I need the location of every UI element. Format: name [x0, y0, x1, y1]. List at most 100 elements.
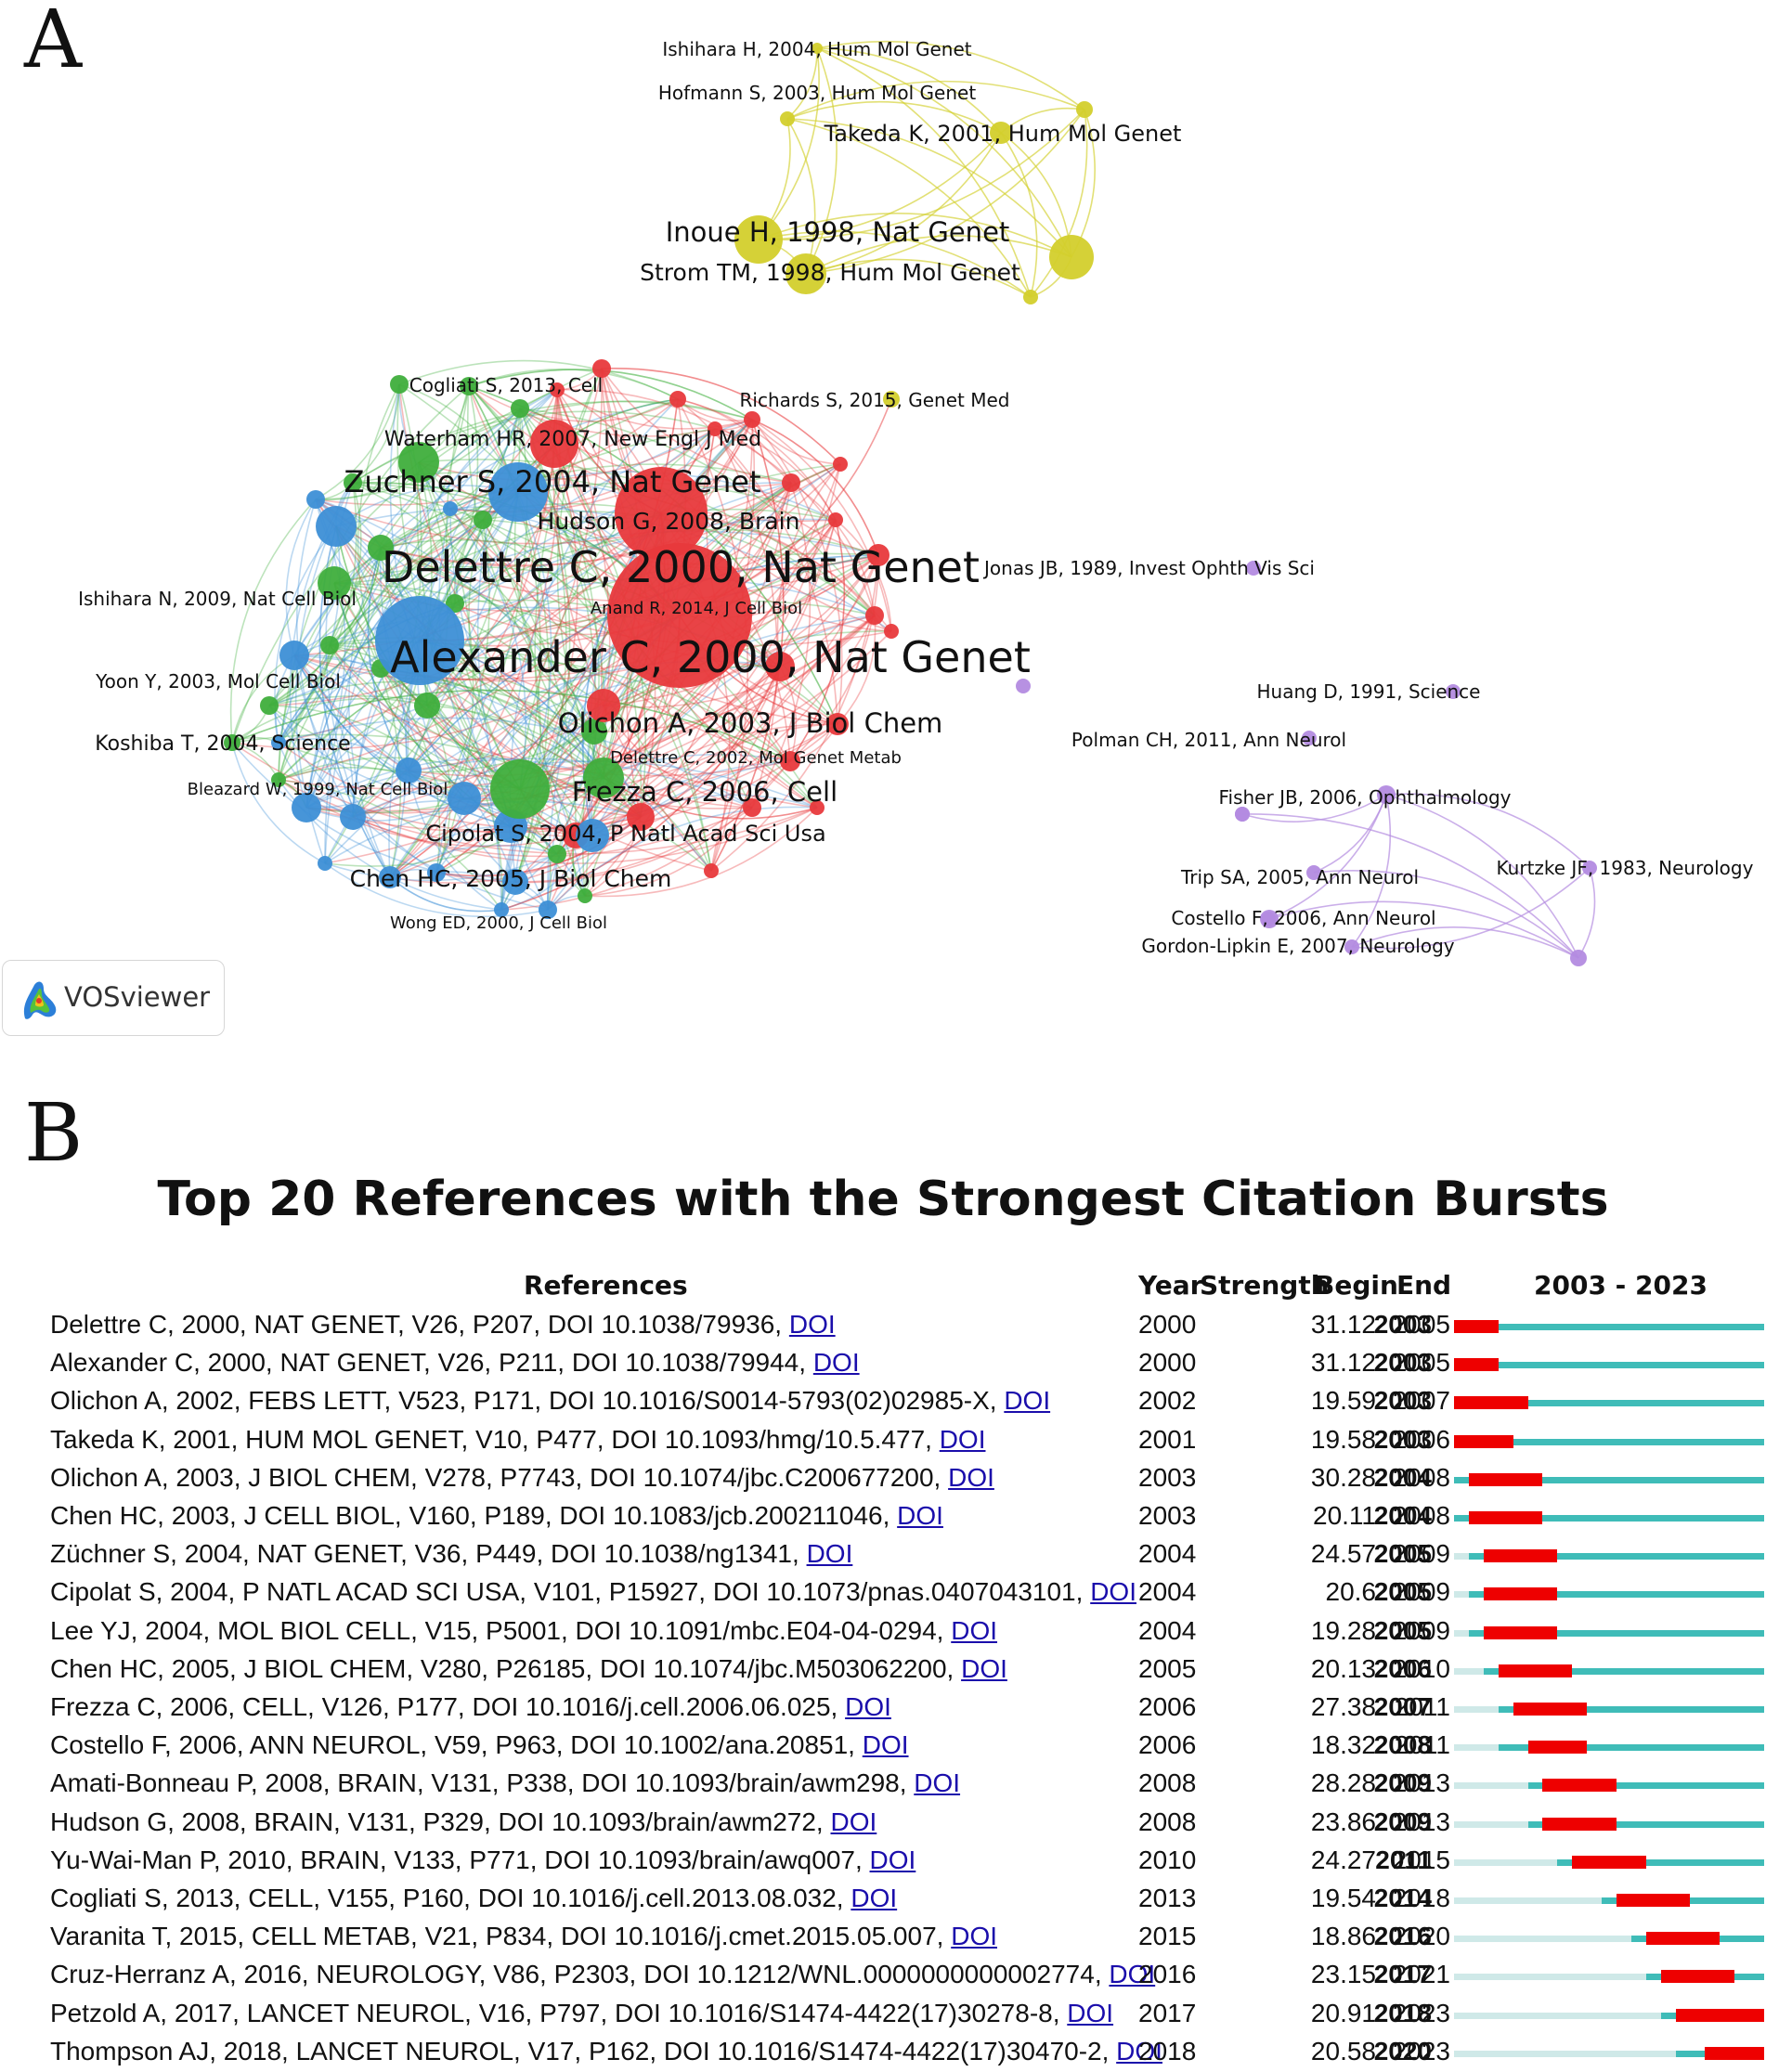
- network-node-green[interactable]: [224, 734, 240, 751]
- network-node-purple[interactable]: [1246, 561, 1261, 576]
- doi-link[interactable]: DOI: [1067, 1998, 1114, 2027]
- network-node-red[interactable]: [782, 473, 800, 492]
- doi-link[interactable]: DOI: [951, 1922, 997, 1951]
- network-node-yellow[interactable]: [786, 253, 826, 294]
- doi-link[interactable]: DOI: [951, 1615, 998, 1645]
- network-node-yellow[interactable]: [1076, 101, 1093, 118]
- network-node-blue[interactable]: [427, 863, 446, 882]
- network-node-green[interactable]: [460, 377, 478, 395]
- network-node-purple[interactable]: [1016, 679, 1031, 693]
- network-node-green[interactable]: [390, 375, 409, 394]
- network-node-blue[interactable]: [292, 793, 321, 822]
- doi-link[interactable]: DOI: [830, 1807, 877, 1836]
- network-node-green[interactable]: [320, 636, 339, 654]
- network-node-red[interactable]: [704, 863, 719, 878]
- network-node-blue[interactable]: [488, 462, 548, 522]
- network-node-blue[interactable]: [306, 490, 325, 509]
- doi-link[interactable]: DOI: [939, 1424, 986, 1454]
- network-node-red[interactable]: [550, 382, 565, 397]
- network-node-green[interactable]: [446, 594, 464, 613]
- doi-link[interactable]: DOI: [1116, 2036, 1162, 2066]
- network-node-blue[interactable]: [539, 900, 557, 919]
- network-node-red[interactable]: [828, 512, 843, 527]
- network-node-red[interactable]: [865, 606, 884, 625]
- network-node-purple[interactable]: [1570, 950, 1587, 966]
- network-node-green[interactable]: [260, 696, 279, 715]
- network-node-green[interactable]: [511, 399, 529, 418]
- doi-link[interactable]: DOI: [1109, 1960, 1156, 1989]
- network-node-blue[interactable]: [443, 501, 458, 516]
- network-node-red[interactable]: [780, 751, 800, 771]
- network-node-red[interactable]: [627, 803, 655, 831]
- network-node-red[interactable]: [826, 713, 849, 735]
- network-node-purple[interactable]: [1582, 861, 1597, 875]
- network-node-red[interactable]: [867, 544, 889, 566]
- network-node-blue[interactable]: [379, 866, 401, 888]
- network-node-red[interactable]: [743, 798, 761, 817]
- network-node-purple[interactable]: [1260, 910, 1279, 928]
- doi-link[interactable]: DOI: [961, 1653, 1007, 1683]
- network-node-green[interactable]: [414, 693, 440, 719]
- doi-link[interactable]: DOI: [806, 1539, 853, 1569]
- doi-link[interactable]: DOI: [845, 1692, 891, 1721]
- network-node-red[interactable]: [833, 457, 848, 472]
- network-node-purple[interactable]: [1235, 807, 1250, 822]
- network-node-red[interactable]: [592, 359, 611, 378]
- network-node-green[interactable]: [318, 566, 351, 600]
- network-node-blue[interactable]: [279, 641, 309, 670]
- network-node-blue[interactable]: [494, 902, 509, 917]
- network-node-yellow[interactable]: [812, 43, 823, 54]
- network-node-blue[interactable]: [448, 782, 481, 815]
- network-node-green[interactable]: [578, 888, 592, 903]
- network-node-red[interactable]: [587, 689, 620, 722]
- network-node-purple[interactable]: [1344, 939, 1359, 954]
- network-node-yellow[interactable]: [1023, 290, 1038, 304]
- network-node-blue[interactable]: [375, 596, 464, 685]
- network-node-yellow[interactable]: [990, 122, 1012, 144]
- network-node-green[interactable]: [398, 442, 439, 483]
- network-node-blue[interactable]: [271, 735, 286, 750]
- doi-link[interactable]: DOI: [862, 1730, 909, 1760]
- network-node-yellow[interactable]: [734, 215, 783, 264]
- network-node-green[interactable]: [548, 845, 566, 863]
- doi-link[interactable]: DOI: [1004, 1386, 1051, 1416]
- network-node-red[interactable]: [607, 543, 752, 688]
- network-node-purple[interactable]: [1446, 684, 1461, 699]
- doi-link[interactable]: DOI: [897, 1501, 943, 1530]
- network-node-purple[interactable]: [1302, 731, 1317, 745]
- network-node-green[interactable]: [271, 772, 286, 787]
- network-node-red[interactable]: [669, 391, 686, 408]
- doi-link[interactable]: DOI: [812, 1348, 860, 1378]
- network-node-green[interactable]: [474, 511, 492, 529]
- timeline-before-segment: [1454, 1744, 1499, 1752]
- network-node-blue[interactable]: [396, 758, 422, 783]
- doi-link[interactable]: DOI: [914, 1768, 961, 1798]
- network-node-purple[interactable]: [1377, 785, 1396, 804]
- network-node-green[interactable]: [583, 758, 624, 798]
- network-node-red[interactable]: [744, 411, 760, 428]
- doi-link[interactable]: DOI: [851, 1884, 898, 1912]
- network-node-yellow[interactable]: [1049, 235, 1094, 279]
- network-node-red[interactable]: [884, 624, 899, 639]
- network-node-yellow[interactable]: [780, 111, 795, 126]
- network-node-yellow[interactable]: [883, 391, 900, 408]
- network-node-red[interactable]: [615, 467, 708, 560]
- doi-link[interactable]: DOI: [1090, 1577, 1136, 1607]
- network-node-blue[interactable]: [318, 856, 332, 871]
- network-node-green[interactable]: [581, 719, 607, 745]
- network-node-red[interactable]: [810, 800, 825, 815]
- network-node-red[interactable]: [530, 420, 578, 468]
- network-node-red[interactable]: [708, 421, 722, 436]
- network-node-green[interactable]: [368, 535, 394, 561]
- doi-link[interactable]: DOI: [869, 1845, 916, 1874]
- network-node-red[interactable]: [765, 652, 795, 681]
- network-node-blue[interactable]: [576, 819, 609, 852]
- network-node-blue[interactable]: [316, 506, 357, 547]
- doi-link[interactable]: DOI: [788, 1310, 836, 1339]
- network-node-blue[interactable]: [502, 869, 528, 895]
- doi-link[interactable]: DOI: [948, 1462, 994, 1492]
- network-node-green[interactable]: [490, 759, 550, 819]
- network-node-purple[interactable]: [1306, 865, 1321, 880]
- network-node-green[interactable]: [344, 473, 362, 492]
- network-node-blue[interactable]: [340, 804, 366, 830]
